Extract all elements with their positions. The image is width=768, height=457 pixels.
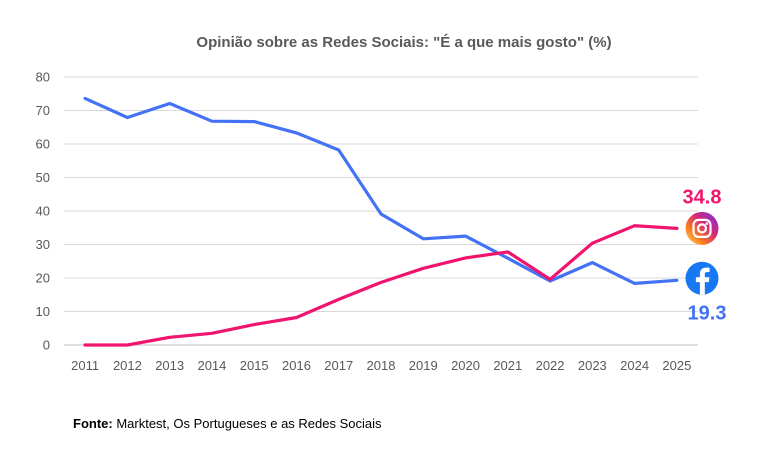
x-tick-label: 2021 xyxy=(493,358,522,373)
series-lines xyxy=(83,96,679,347)
x-tick-label: 2019 xyxy=(409,358,438,373)
x-tick-label: 2017 xyxy=(324,358,353,373)
series-icons xyxy=(685,211,719,295)
x-tick-label: 2013 xyxy=(155,358,184,373)
gridlines xyxy=(64,76,698,346)
y-tick-label: 20 xyxy=(36,271,50,286)
x-tick-label: 2024 xyxy=(620,358,649,373)
x-tick-label: 2022 xyxy=(536,358,565,373)
y-tick-label: 70 xyxy=(36,103,50,118)
x-tick-label: 2012 xyxy=(113,358,142,373)
source-text: Marktest, Os Portugueses e as Redes Soci… xyxy=(112,416,382,431)
x-tick-label: 2018 xyxy=(367,358,396,373)
end-label-instagram: 34.8 xyxy=(683,186,722,208)
end-label-facebook: 19.3 xyxy=(688,302,727,324)
x-tick-label: 2025 xyxy=(662,358,691,373)
y-tick-label: 40 xyxy=(36,204,50,219)
y-tick-label: 50 xyxy=(36,170,50,185)
instagram-icon xyxy=(685,211,719,245)
y-tick-label: 10 xyxy=(36,304,50,319)
y-axis: 0 10 20 30 40 50 60 70 80 xyxy=(36,70,50,353)
x-axis: 2011 2012 2013 2014 2015 2016 2017 2018 2019 2020… xyxy=(71,358,691,373)
chart-title: Opinião sobre as Redes Sociais: "É a que… xyxy=(196,34,611,51)
y-tick-label: 30 xyxy=(36,237,50,252)
source-note: Fonte: Marktest, Os Portugueses e as Red… xyxy=(73,416,382,431)
y-tick-label: 80 xyxy=(36,70,50,85)
x-tick-label: 2016 xyxy=(282,358,311,373)
facebook-icon xyxy=(685,261,719,295)
series-line-facebook xyxy=(83,96,679,285)
series-line-instagram xyxy=(83,224,679,347)
source-label: Fonte: xyxy=(73,416,113,431)
x-tick-label: 2014 xyxy=(197,358,226,373)
x-tick-label: 2011 xyxy=(71,358,99,373)
x-tick-label: 2020 xyxy=(451,358,480,373)
y-tick-label: 60 xyxy=(36,137,50,152)
x-tick-label: 2015 xyxy=(240,358,269,373)
x-tick-label: 2023 xyxy=(578,358,607,373)
end-labels: 19.3 34.8 xyxy=(683,186,727,324)
y-tick-label: 0 xyxy=(43,338,50,353)
